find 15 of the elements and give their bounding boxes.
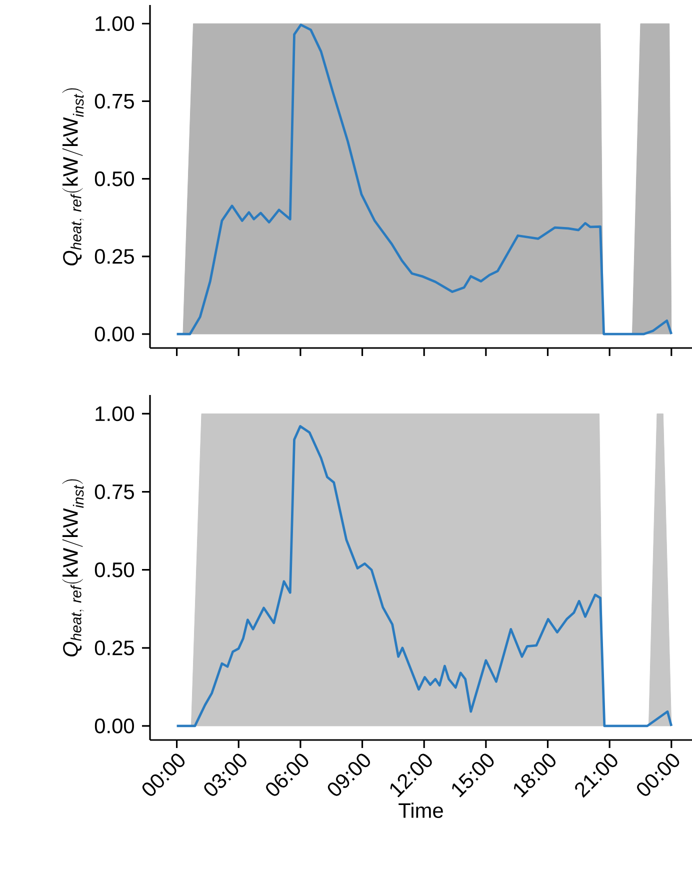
y-tick-label: 0.75	[94, 94, 134, 109]
y-axis-title: $\mathit{Q}_{\mathit{heat,\ ref}}(\mathrm{kW/kW}_{\mathit{inst}})$	[62, 88, 84, 266]
y-tick-label: 0.25	[94, 640, 134, 656]
x-axis-title: Time	[398, 802, 443, 818]
y-axis-title: $\mathit{Q}_{\mathit{heat,\ ref}}(\mathrm{kW/kW}_{\mathit{inst}})$	[62, 479, 84, 656]
y-tick-label: 1.00	[96, 406, 134, 422]
y-tick-label: 0.75	[94, 484, 134, 500]
y-tick-label: 0.50	[94, 562, 134, 578]
line-series	[176, 24, 673, 336]
y-tick-label: 0.50	[94, 171, 134, 186]
y-tick-label: 1.00	[96, 16, 134, 32]
y-tick-label: 0.00	[94, 326, 134, 342]
y-tick-label: 0.00	[94, 718, 134, 734]
line-series	[176, 425, 673, 728]
y-tick-label: 0.25	[94, 249, 134, 264]
